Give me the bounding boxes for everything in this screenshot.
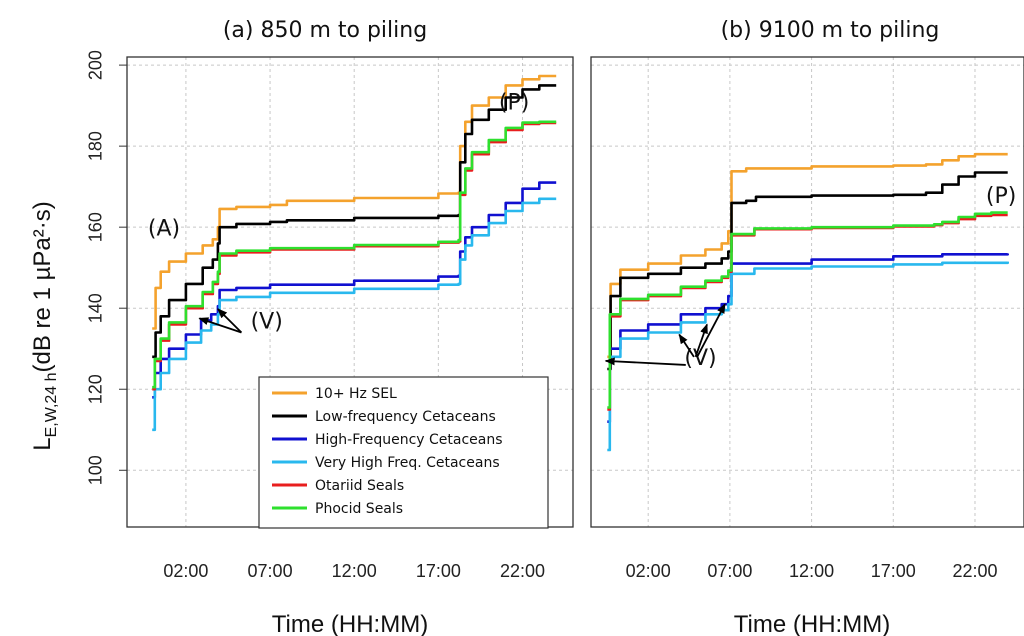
annotation-arrow	[694, 323, 708, 358]
panel-title: (a) 850 m to piling	[223, 18, 427, 43]
legend-entry: Low-frequency Cetaceans	[315, 409, 496, 425]
legend-box	[258, 376, 549, 529]
legend-entry: Otariid Seals	[315, 478, 404, 494]
series-line-high-frequency-cetaceans	[152, 181, 557, 399]
series-line-phocid-seals	[607, 211, 1008, 409]
x-tick-label: 12:00	[789, 561, 834, 581]
panel-b: 02:00 07:00 12:00 17:00 22:00 (b) 9100 m to p…	[590, 18, 1024, 636]
annotation-arrow	[678, 333, 695, 358]
annotation-arrow	[217, 308, 243, 334]
series-group	[152, 74, 557, 432]
annotation-label: (P)	[499, 91, 529, 116]
annotation-arrow	[198, 317, 242, 334]
x-axis-label: Time (HH:MM)	[272, 611, 428, 636]
series-line-phocid-seals	[152, 120, 557, 389]
y-tick-label: 200	[86, 50, 106, 80]
legend-entry: Phocid Seals	[315, 501, 403, 517]
y-tick-label: 160	[86, 212, 106, 242]
x-tick-label: 07:00	[248, 561, 293, 581]
x-tick-label: 17:00	[871, 561, 916, 581]
x-tick-label: 07:00	[707, 561, 752, 581]
x-tick-label: 17:00	[416, 561, 461, 581]
annotation-label: (P)	[986, 184, 1016, 209]
gridlines	[591, 57, 1024, 527]
series-line-low-frequency-cetaceans	[607, 171, 1008, 371]
x-tick-label: 02:00	[626, 561, 671, 581]
series-group	[607, 152, 1009, 452]
x-tick-label: 02:00	[163, 561, 208, 581]
y-axis-label: LE,W,24 h(dB re 1 µPa²·s)	[29, 201, 60, 450]
x-tick-label: 22:00	[952, 561, 997, 581]
x-tick-label: 22:00	[500, 561, 545, 581]
annotation-label: (V)	[251, 309, 283, 334]
annotation-arrow	[696, 303, 726, 358]
plot-frame	[590, 56, 1024, 528]
y-tick-label: 120	[86, 374, 106, 404]
x-tick-label: 12:00	[332, 561, 377, 581]
panel-a: 02:00 07:00 12:00 17:00 22:00 100 120 140 160 180…	[86, 18, 574, 636]
y-tick-label: 180	[86, 131, 106, 161]
series-line-10-hz-sel	[607, 152, 1008, 359]
legend: 10+ Hz SEL Low-frequency Cetaceans High-Fr…	[258, 376, 549, 529]
series-line-low-frequency-cetaceans	[152, 84, 557, 359]
series-line-very-high-freq-cetaceans	[152, 197, 557, 432]
y-tick-label: 140	[86, 293, 106, 323]
series-line-10-hz-sel	[152, 74, 557, 330]
panel-title: (b) 9100 m to piling	[721, 18, 940, 43]
legend-entry: High-Frequency Cetaceans	[315, 432, 503, 448]
series-line-high-frequency-cetaceans	[607, 253, 1009, 423]
x-axis-label: Time (HH:MM)	[734, 611, 890, 636]
series-line-otariid-seals	[607, 213, 1008, 411]
annotation-arrow	[604, 357, 686, 366]
annotation-label: (A)	[148, 216, 180, 241]
legend-entry: 10+ Hz SEL	[315, 386, 397, 402]
y-tick-label: 100	[86, 455, 106, 485]
legend-entry: Very High Freq. Cetaceans	[315, 455, 500, 471]
series-line-very-high-freq-cetaceans	[607, 261, 1009, 452]
